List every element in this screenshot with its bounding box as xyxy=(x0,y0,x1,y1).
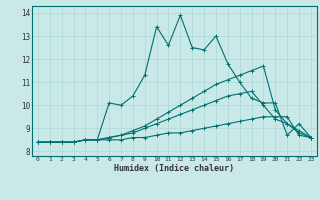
X-axis label: Humidex (Indice chaleur): Humidex (Indice chaleur) xyxy=(115,164,234,173)
